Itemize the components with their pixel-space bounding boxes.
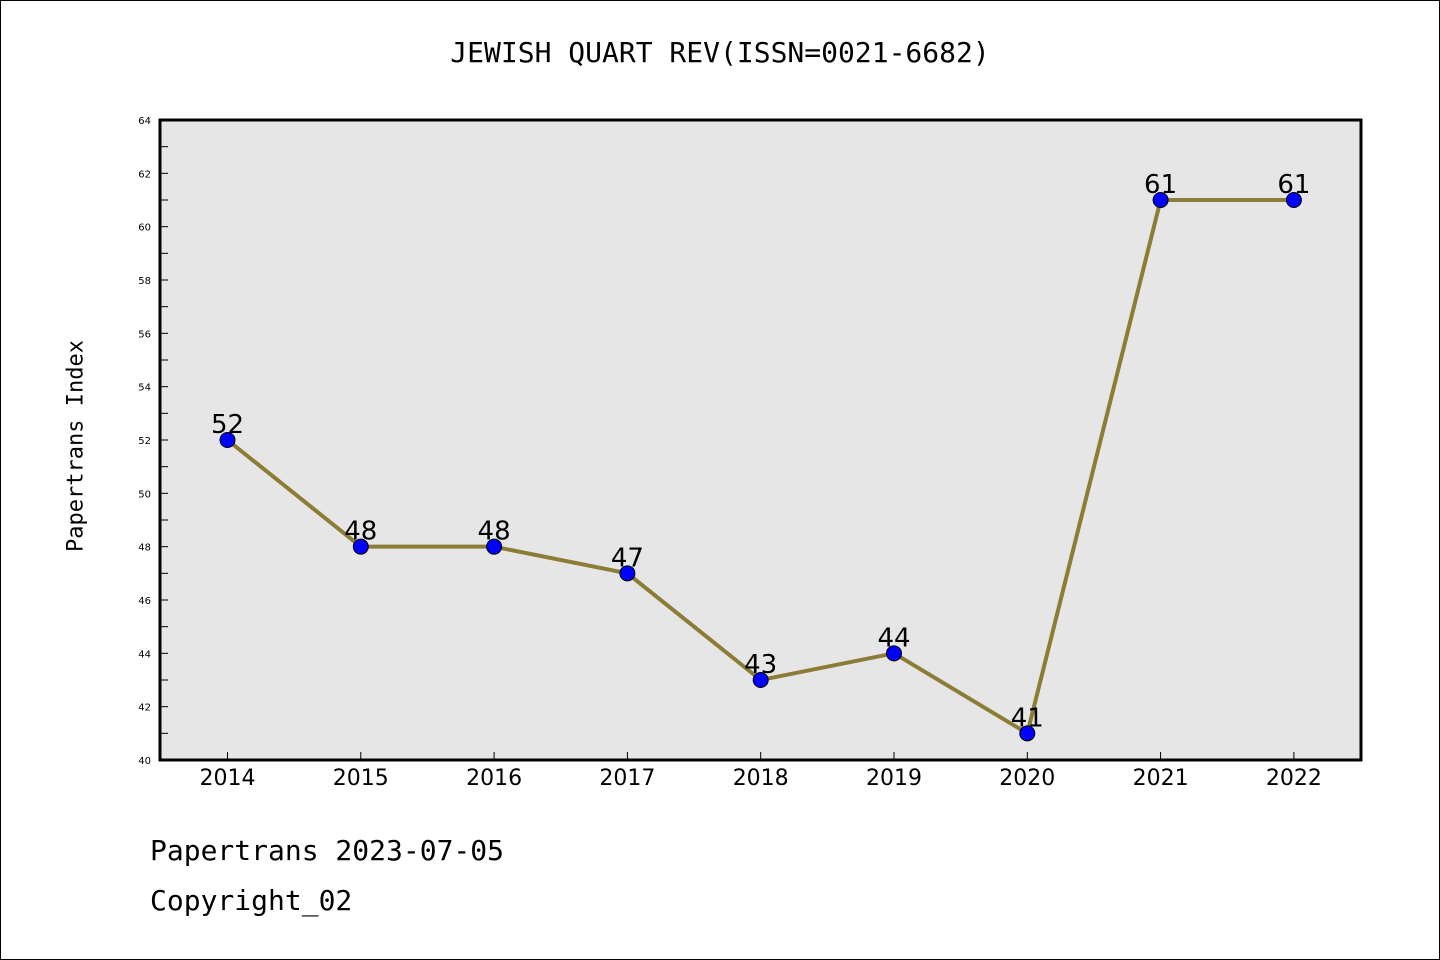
- data-label: 43: [744, 650, 777, 680]
- y-tick-label: 48: [138, 543, 151, 554]
- data-label: 44: [877, 623, 910, 653]
- y-tick-label: 42: [138, 703, 151, 714]
- data-label: 48: [344, 517, 377, 547]
- data-point: [219, 432, 236, 448]
- x-tick-label: 2017: [599, 766, 655, 791]
- x-tick-label: 2015: [333, 766, 389, 791]
- y-axis: 40 42 44 46 48 50 52 54 56 58 60 62 64: [138, 116, 168, 767]
- data-labels: 52 48 48 47 43 44 41 61 61: [211, 170, 1310, 733]
- data-series: [219, 192, 1302, 742]
- y-tick-label: 64: [138, 116, 151, 127]
- data-label: 41: [1011, 703, 1044, 733]
- data-point: [1285, 192, 1302, 208]
- y-tick-label: 46: [138, 596, 151, 607]
- y-tick-label: 62: [138, 169, 151, 180]
- footer-copyright: Copyright_02: [150, 884, 353, 917]
- x-tick-label: 2021: [1133, 766, 1189, 791]
- data-label: 61: [1144, 170, 1177, 200]
- x-tick-label: 2014: [200, 766, 256, 791]
- data-point: [352, 538, 369, 555]
- y-tick-label: 50: [138, 489, 151, 500]
- y-tick-label: 52: [138, 436, 151, 447]
- y-tick-label: 54: [138, 383, 151, 394]
- y-tick-label: 44: [138, 649, 151, 660]
- footer-date: Papertrans 2023-07-05: [150, 834, 505, 867]
- plot-area: [158, 118, 1363, 762]
- y-tick-label: 60: [138, 223, 151, 234]
- y-tick-label: 56: [138, 329, 151, 340]
- data-point: [886, 645, 902, 662]
- data-point: [752, 672, 769, 688]
- data-point: [619, 565, 636, 582]
- chart-title: JEWISH QUART REV(ISSN=0021-6682): [450, 36, 990, 69]
- x-tick-label: 2020: [999, 766, 1055, 791]
- x-tick-label: 2022: [1266, 766, 1322, 791]
- x-axis: 2014 2015 2016 2017 2018 2019 2020 2021 2022: [200, 752, 1322, 791]
- data-label: 48: [478, 517, 511, 547]
- y-tick-label: 58: [138, 276, 151, 287]
- data-label: 52: [211, 410, 244, 440]
- data-point: [1019, 725, 1036, 742]
- data-point: [1152, 192, 1169, 208]
- data-point: [486, 538, 503, 555]
- x-tick-label: 2019: [866, 766, 922, 791]
- x-tick-label: 2018: [733, 766, 789, 791]
- y-tick-label: 40: [138, 756, 151, 767]
- data-label: 47: [611, 543, 644, 573]
- data-label: 61: [1277, 170, 1310, 200]
- x-tick-label: 2016: [466, 766, 522, 791]
